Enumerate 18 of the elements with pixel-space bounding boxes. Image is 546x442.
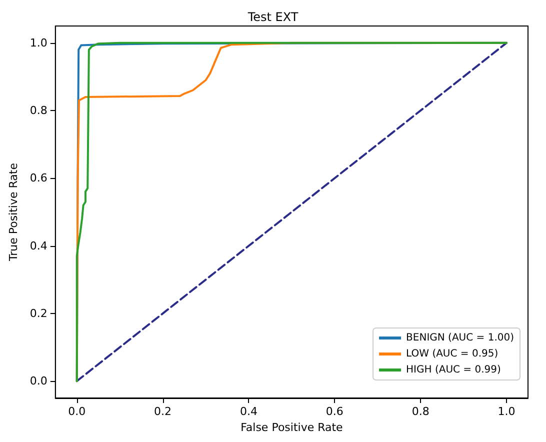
y-tick-label: 0.6 <box>30 172 48 185</box>
y-axis-title: True Positive Rate <box>7 162 20 262</box>
y-tick-label: 0.0 <box>30 374 48 388</box>
legend-label: HIGH (AUC = 0.99) <box>406 364 501 376</box>
x-tick-label: 0.4 <box>240 405 258 418</box>
y-tick-label: 0.4 <box>30 239 48 252</box>
x-tick-label: 1.0 <box>498 405 516 418</box>
chart-title: Test EXT <box>246 10 299 24</box>
legend-label: LOW (AUC = 0.95) <box>406 348 498 360</box>
x-axis-title: False Positive Rate <box>240 420 344 434</box>
x-tick-label: 0.6 <box>326 405 344 418</box>
y-tick-label: 1.0 <box>30 36 48 50</box>
y-tick-label: 0.8 <box>30 104 48 118</box>
x-tick-label: 0.0 <box>68 405 86 418</box>
legend-label: BENIGN (AUC = 1.00) <box>406 332 514 344</box>
x-tick-label: 0.8 <box>412 405 430 418</box>
y-tick-label: 0.2 <box>30 306 48 320</box>
x-tick-label: 0.2 <box>154 405 172 418</box>
